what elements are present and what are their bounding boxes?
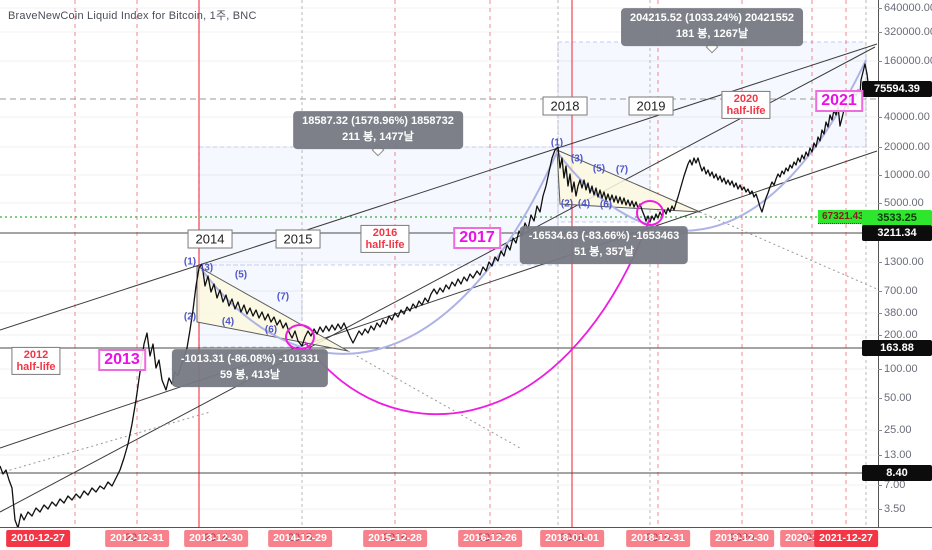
- trend-line[interactable]: [0, 46, 876, 513]
- price-tick-label: 700.00: [884, 285, 918, 297]
- measure-tooltip[interactable]: 204215.52 (1033.24%) 20421552 181 봉, 1267…: [621, 8, 803, 46]
- price-tick-mark: [878, 291, 882, 292]
- year-label[interactable]: 2014: [187, 229, 233, 249]
- halving-label[interactable]: 2020 half-life: [721, 90, 771, 120]
- price-tick-label: 320000.00: [884, 26, 932, 38]
- halving-label[interactable]: 2012 half-life: [11, 346, 61, 376]
- year-label[interactable]: 2021: [815, 90, 863, 112]
- price-tick-label: 40000.00: [884, 111, 930, 123]
- wave-count-label[interactable]: (5): [234, 269, 248, 281]
- symbol-title[interactable]: BraveNewCoin Liquid Index for Bitcoin, 1…: [8, 10, 257, 22]
- date-badge: 2018-12-31: [626, 530, 690, 547]
- price-tick-mark: [878, 509, 882, 510]
- date-badge: 2021-12-27: [814, 530, 878, 547]
- trend-line[interactable]: [0, 411, 211, 474]
- year-label[interactable]: 2019: [628, 96, 674, 116]
- measure-tooltip[interactable]: 18587.32 (1578.96%) 1858732 211 봉, 1477날: [293, 111, 463, 149]
- wave-count-label[interactable]: (7): [276, 291, 290, 303]
- price-tick-mark: [878, 455, 882, 456]
- price-badge: 8.40: [862, 465, 932, 481]
- wave-count-label[interactable]: (5): [592, 163, 606, 175]
- price-tick-label: 10000.00: [884, 169, 930, 181]
- price-tick-label: 640000.00: [884, 2, 932, 14]
- measure-range-box[interactable]: [557, 41, 867, 148]
- price-tick-mark: [878, 262, 882, 263]
- price-series-line[interactable]: [0, 63, 870, 529]
- price-tick-label: 380.00: [884, 307, 918, 319]
- price-tick-mark: [878, 175, 882, 176]
- price-badge: 3211.34: [862, 225, 932, 241]
- trend-line[interactable]: [347, 350, 521, 449]
- price-tick-mark: [878, 313, 882, 314]
- measure-tooltip[interactable]: -16534.63 (-83.66%) -1653463 51 봉, 357날: [519, 226, 689, 264]
- price-tick-label: 50.00: [884, 392, 912, 404]
- triangle-pattern[interactable]: [556, 149, 701, 213]
- year-label[interactable]: 2018: [542, 96, 588, 116]
- price-tick-mark: [878, 398, 882, 399]
- wave-count-label[interactable]: (3): [200, 262, 214, 274]
- price-tick-label: 20000.00: [884, 141, 930, 153]
- price-tick-label: 200.00: [884, 329, 918, 341]
- year-label[interactable]: 2015: [275, 229, 321, 249]
- date-badge: 2010-12-27: [6, 530, 70, 547]
- price-tick-mark: [878, 8, 882, 9]
- percent-change-tag[interactable]: 67321.43%: [818, 210, 877, 224]
- cycle-low-ellipse[interactable]: [636, 200, 664, 226]
- price-tick-label: 13.00: [884, 449, 912, 461]
- year-label[interactable]: 2017: [453, 227, 501, 249]
- price-tick-label: 5000.00: [884, 197, 924, 209]
- wave-count-label[interactable]: (4): [577, 198, 591, 210]
- wave-count-label[interactable]: (2): [183, 311, 197, 323]
- price-tick-mark: [878, 430, 882, 431]
- trend-line[interactable]: [699, 211, 878, 290]
- date-badge: 2018-01-01: [540, 530, 604, 547]
- price-tick-mark: [878, 117, 882, 118]
- date-badge: 2016-12-26: [458, 530, 522, 547]
- date-badge: 2013-12-30: [184, 530, 248, 547]
- price-tick-mark: [878, 369, 882, 370]
- date-badge: 2014-12-29: [268, 530, 332, 547]
- wave-count-label[interactable]: (2): [560, 198, 574, 210]
- price-tick-label: 25.00: [884, 424, 912, 436]
- measure-tooltip[interactable]: -1013.31 (-86.08%) -101331 59 봉, 413날: [171, 349, 329, 387]
- date-badge: 2019-12-30: [710, 530, 774, 547]
- date-badge: 2012-12-31: [105, 530, 169, 547]
- price-tick-mark: [878, 485, 882, 486]
- wave-count-label[interactable]: (1): [183, 256, 197, 268]
- trend-line[interactable]: [0, 43, 878, 331]
- wave-count-label[interactable]: (6): [599, 199, 613, 211]
- cycle-arc[interactable]: [201, 151, 558, 355]
- halving-label[interactable]: 2016 half-life: [360, 224, 410, 254]
- price-tick-mark: [878, 335, 882, 336]
- price-tick-label: 7.00: [884, 479, 906, 491]
- price-tick-label: 160000.00: [884, 55, 932, 67]
- wave-count-label[interactable]: (1): [550, 137, 564, 149]
- price-tick-label: 1300.00: [884, 256, 924, 268]
- price-tick-mark: [878, 32, 882, 33]
- price-badge: 75594.39: [862, 81, 932, 97]
- wave-count-label[interactable]: (3): [570, 153, 584, 165]
- trend-line[interactable]: [0, 150, 878, 449]
- price-tick-mark: [878, 203, 882, 204]
- price-tick-label: 100.00: [884, 363, 918, 375]
- price-tick-label: 3.50: [884, 503, 906, 515]
- year-label[interactable]: 2013: [98, 349, 146, 371]
- price-tick-mark: [878, 61, 882, 62]
- wave-count-label[interactable]: (7): [615, 164, 629, 176]
- price-badge: 163.88: [862, 340, 932, 356]
- wave-count-label[interactable]: (4): [221, 316, 235, 328]
- wave-count-label[interactable]: (6): [264, 324, 278, 336]
- price-tick-mark: [878, 147, 882, 148]
- price-badge: 3533.25: [862, 210, 932, 226]
- cycle-low-curve[interactable]: [304, 217, 651, 416]
- date-badge: 2015-12-28: [363, 530, 427, 547]
- cycle-low-ellipse[interactable]: [285, 324, 315, 350]
